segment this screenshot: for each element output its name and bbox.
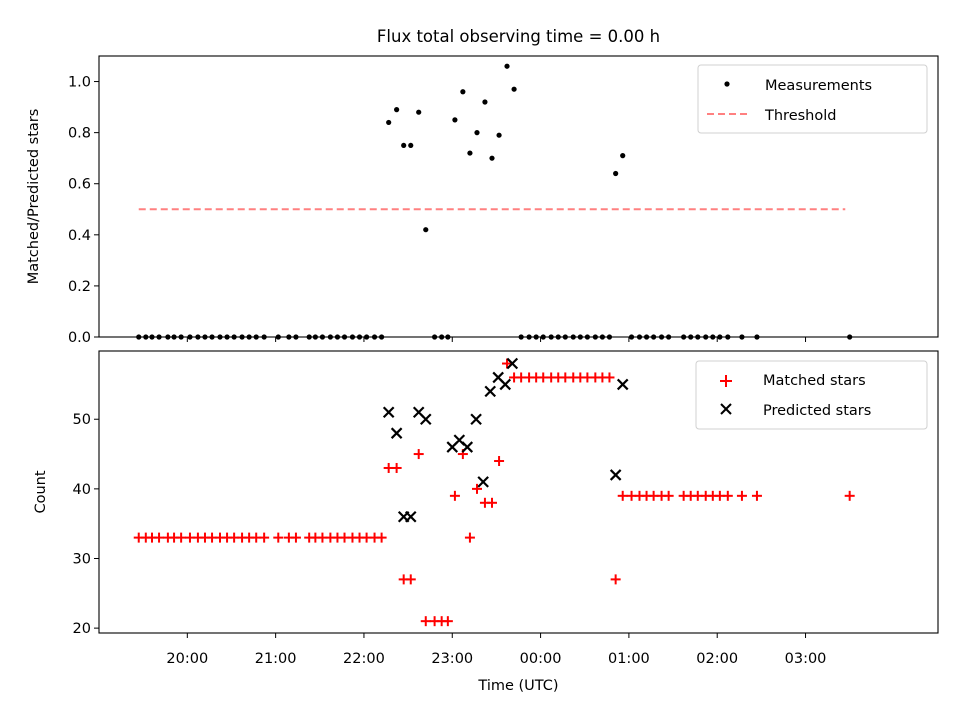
predicted-star-point [470, 413, 482, 426]
legend-measurements-label: Measurements [765, 78, 872, 94]
top-ytick-label-0-8: 0.8 [68, 126, 91, 142]
matched-star-point [442, 616, 453, 627]
legend-threshold-label: Threshold [764, 108, 836, 124]
matched-star-point [487, 497, 498, 508]
top-ytick-label-0-4: 0.4 [68, 228, 91, 244]
matched-star-point [413, 449, 424, 460]
predicted-stars-series [382, 357, 629, 523]
matched-star-point [259, 532, 270, 543]
measurement-point [467, 150, 473, 156]
matched-star-point [494, 456, 505, 467]
measurement-point [401, 142, 407, 149]
xtick-label-21-00: 21:00 [255, 651, 297, 667]
matched-star-point [736, 490, 747, 501]
matched-star-point [464, 532, 475, 543]
predicted-star-point [609, 469, 622, 481]
legend-predicted-label: Predicted stars [763, 403, 871, 419]
matched-star-point [405, 574, 416, 585]
bottom-ylabel: Count [33, 470, 49, 513]
matched-star-point [844, 490, 855, 501]
measurement-point [511, 86, 517, 92]
predicted-star-point [477, 476, 489, 488]
legend-measurements-marker [724, 81, 730, 87]
matched-star-point [176, 532, 187, 543]
legend-matched-label: Matched stars [763, 373, 866, 389]
bottom-axes: 20 30 40 50 20:00 21:00 22:00 23:00 00:00 01:00 02… [33, 350, 939, 694]
predicted-star-point [382, 406, 395, 419]
matched-star-point [610, 574, 621, 585]
matched-star-point [449, 490, 460, 501]
predicted-star-point [404, 510, 417, 523]
xtick-label-22-00: 22:00 [343, 651, 385, 667]
top-ticks: 0.0 0.2 0.4 0.6 0.8 1.0 [68, 75, 807, 346]
top-ytick-label-0-2: 0.2 [68, 279, 91, 295]
measurement-point [386, 119, 392, 126]
matched-stars-series [133, 358, 855, 627]
legend-predicted-marker [720, 403, 732, 415]
top-ytick-label-0-6: 0.6 [68, 177, 91, 193]
matched-star-point [663, 490, 674, 501]
xtick-label-23-00: 23:00 [431, 651, 473, 667]
measurement-point [482, 99, 488, 105]
matched-star-point [154, 532, 165, 543]
xtick-label-00-00: 00:00 [520, 651, 562, 667]
legend-matched-marker [720, 375, 732, 387]
xtick-label-01-00: 01:00 [608, 651, 650, 667]
bottom-legend-box [695, 360, 928, 430]
bottom-legend: Matched stars Predicted stars [695, 360, 928, 430]
top-axes-frame [98, 55, 939, 338]
measurement-point [496, 132, 502, 138]
measurement-point [474, 130, 480, 136]
measurement-point [460, 89, 466, 95]
top-ytick-label-1-0: 1.0 [68, 75, 91, 91]
predicted-star-point [499, 378, 512, 391]
predicted-star-point [484, 385, 497, 398]
xtick-label-03-00: 03:00 [785, 651, 827, 667]
bottom-xlabel: Time (UTC) [477, 678, 558, 694]
measurement-point [452, 117, 458, 123]
matched-star-point [273, 532, 284, 543]
matched-star-point [376, 532, 387, 543]
bottom-ticks: 20 30 40 50 20:00 21:00 22:00 23:00 00:00 01:00 02… [73, 412, 827, 667]
matched-star-point [617, 490, 628, 501]
figure-title: Flux total observing time = 0.00 h [377, 27, 660, 46]
predicted-star-point [390, 427, 403, 439]
matched-star-point [604, 372, 615, 383]
predicted-star-point [461, 441, 474, 453]
top-axes: 0.0 0.2 0.4 0.6 0.8 1.0 Matched/Predicted sta… [26, 55, 939, 346]
bottom-ytick-label-50: 50 [73, 412, 91, 428]
bottom-axes-frame [98, 350, 939, 634]
matched-star-point [420, 616, 431, 627]
measurement-point [416, 109, 422, 115]
measurement-point [423, 227, 429, 233]
matched-star-point [751, 490, 762, 501]
measurement-point [489, 155, 495, 161]
matched-star-point [290, 532, 301, 543]
xtick-label-20-00: 20:00 [166, 651, 208, 667]
top-ytick-label-0-0: 0.0 [68, 330, 91, 346]
matched-star-point [502, 358, 513, 369]
predicted-star-point [506, 357, 519, 370]
predicted-star-point [419, 413, 432, 426]
bottom-ytick-label-30: 30 [73, 551, 91, 567]
measurement-point [408, 142, 414, 149]
measurement-point [620, 153, 626, 159]
top-legend-box [697, 64, 928, 134]
measurement-point [394, 107, 400, 113]
xtick-label-02-00: 02:00 [696, 651, 738, 667]
measurement-point [613, 170, 619, 177]
predicted-star-point [616, 378, 629, 391]
top-legend: Measurements Threshold [697, 64, 928, 134]
top-ylabel: Matched/Predicted stars [26, 109, 42, 285]
matched-star-point [471, 483, 482, 494]
matched-star-point [391, 462, 402, 473]
matched-star-point [722, 490, 733, 501]
bottom-ytick-label-20: 20 [73, 621, 91, 637]
measurement-point [504, 63, 510, 69]
bottom-ytick-label-40: 40 [73, 482, 91, 498]
